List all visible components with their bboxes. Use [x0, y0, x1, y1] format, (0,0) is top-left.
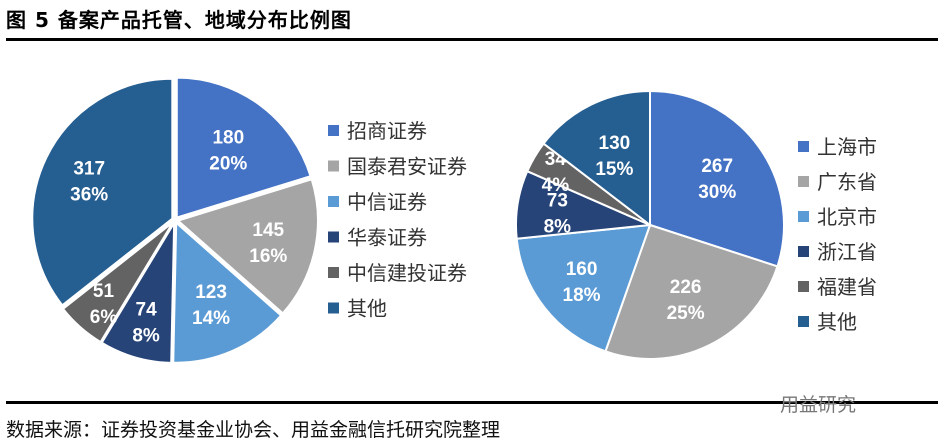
slice-percent-label: 4%	[542, 175, 570, 196]
source-note: 数据来源：证券投资基金业协会、用益金融信托研究院整理	[6, 419, 501, 441]
legend-label: 浙江省	[817, 240, 877, 264]
slice-value-label: 267	[701, 156, 733, 177]
legend-swatch	[328, 196, 339, 207]
legend-swatch	[798, 281, 809, 292]
slice-percent-label: 18%	[563, 285, 601, 306]
slice-percent-label: 14%	[192, 308, 230, 329]
legend-swatch	[798, 141, 809, 152]
slice-percent-label: 36%	[70, 184, 108, 205]
slice-percent-label: 25%	[667, 303, 705, 324]
pie-slice	[515, 223, 652, 353]
pie-slice	[604, 223, 779, 360]
slice-value-label: 145	[252, 220, 284, 241]
slice-value-label: 130	[599, 133, 631, 154]
legend-label: 中信证券	[347, 190, 427, 214]
slice-value-label: 123	[195, 282, 227, 303]
legend-label: 国泰君安证券	[347, 155, 467, 179]
legend-label: 中信建投证券	[347, 261, 467, 285]
slice-value-label: 317	[73, 158, 105, 179]
top-rule	[6, 38, 938, 41]
pie-slice	[542, 89, 651, 228]
legend-swatch	[798, 246, 809, 257]
slice-value-label: 73	[547, 190, 568, 211]
legend-label: 华泰证券	[347, 226, 427, 250]
slice-percent-label: 6%	[90, 307, 118, 328]
pie-1: 180 20% 145 16% 123 14% 74 8% 51 6% 317 36%	[31, 76, 319, 364]
legend-swatch	[798, 176, 809, 187]
pie-slice	[100, 219, 176, 364]
pie-slice	[175, 76, 312, 219]
legend-swatch	[328, 160, 339, 172]
slice-percent-label: 15%	[595, 159, 633, 180]
legend-label: 其他	[817, 310, 857, 334]
pie-slice	[175, 178, 319, 315]
legend-label: 北京市	[817, 205, 877, 229]
slice-percent-label: 16%	[249, 246, 287, 267]
slice-percent-label: 30%	[698, 182, 736, 203]
slice-percent-label: 20%	[209, 154, 247, 175]
slice-value-label: 51	[93, 281, 115, 302]
legend-swatch	[328, 231, 339, 243]
legend-swatch	[328, 302, 339, 314]
slice-value-label: 74	[136, 300, 158, 321]
slice-percent-label: 8%	[544, 216, 572, 237]
slice-value-label: 226	[670, 277, 702, 298]
pie-slice	[172, 220, 283, 364]
pie-slice	[61, 221, 174, 344]
slice-value-label: 180	[212, 128, 244, 149]
pie-slice	[649, 89, 785, 268]
figure-title: 图 5 备案产品托管、地域分布比例图	[6, 8, 352, 32]
slice-percent-label: 8%	[132, 326, 160, 347]
legend-swatch	[798, 211, 809, 222]
legend-label: 招商证券	[347, 119, 427, 143]
bottom-rule	[6, 401, 938, 404]
legend-label: 其他	[347, 297, 387, 321]
legend-swatch	[798, 316, 809, 327]
legend-swatch	[328, 267, 339, 278]
legend-label: 福建省	[817, 275, 877, 299]
slice-value-label: 160	[566, 259, 598, 280]
watermark: 用益研究	[780, 394, 857, 416]
legend-swatch	[328, 125, 339, 136]
legend-label: 广东省	[817, 170, 877, 194]
pie-slice	[31, 77, 174, 307]
legend-label: 上海市	[817, 135, 877, 159]
